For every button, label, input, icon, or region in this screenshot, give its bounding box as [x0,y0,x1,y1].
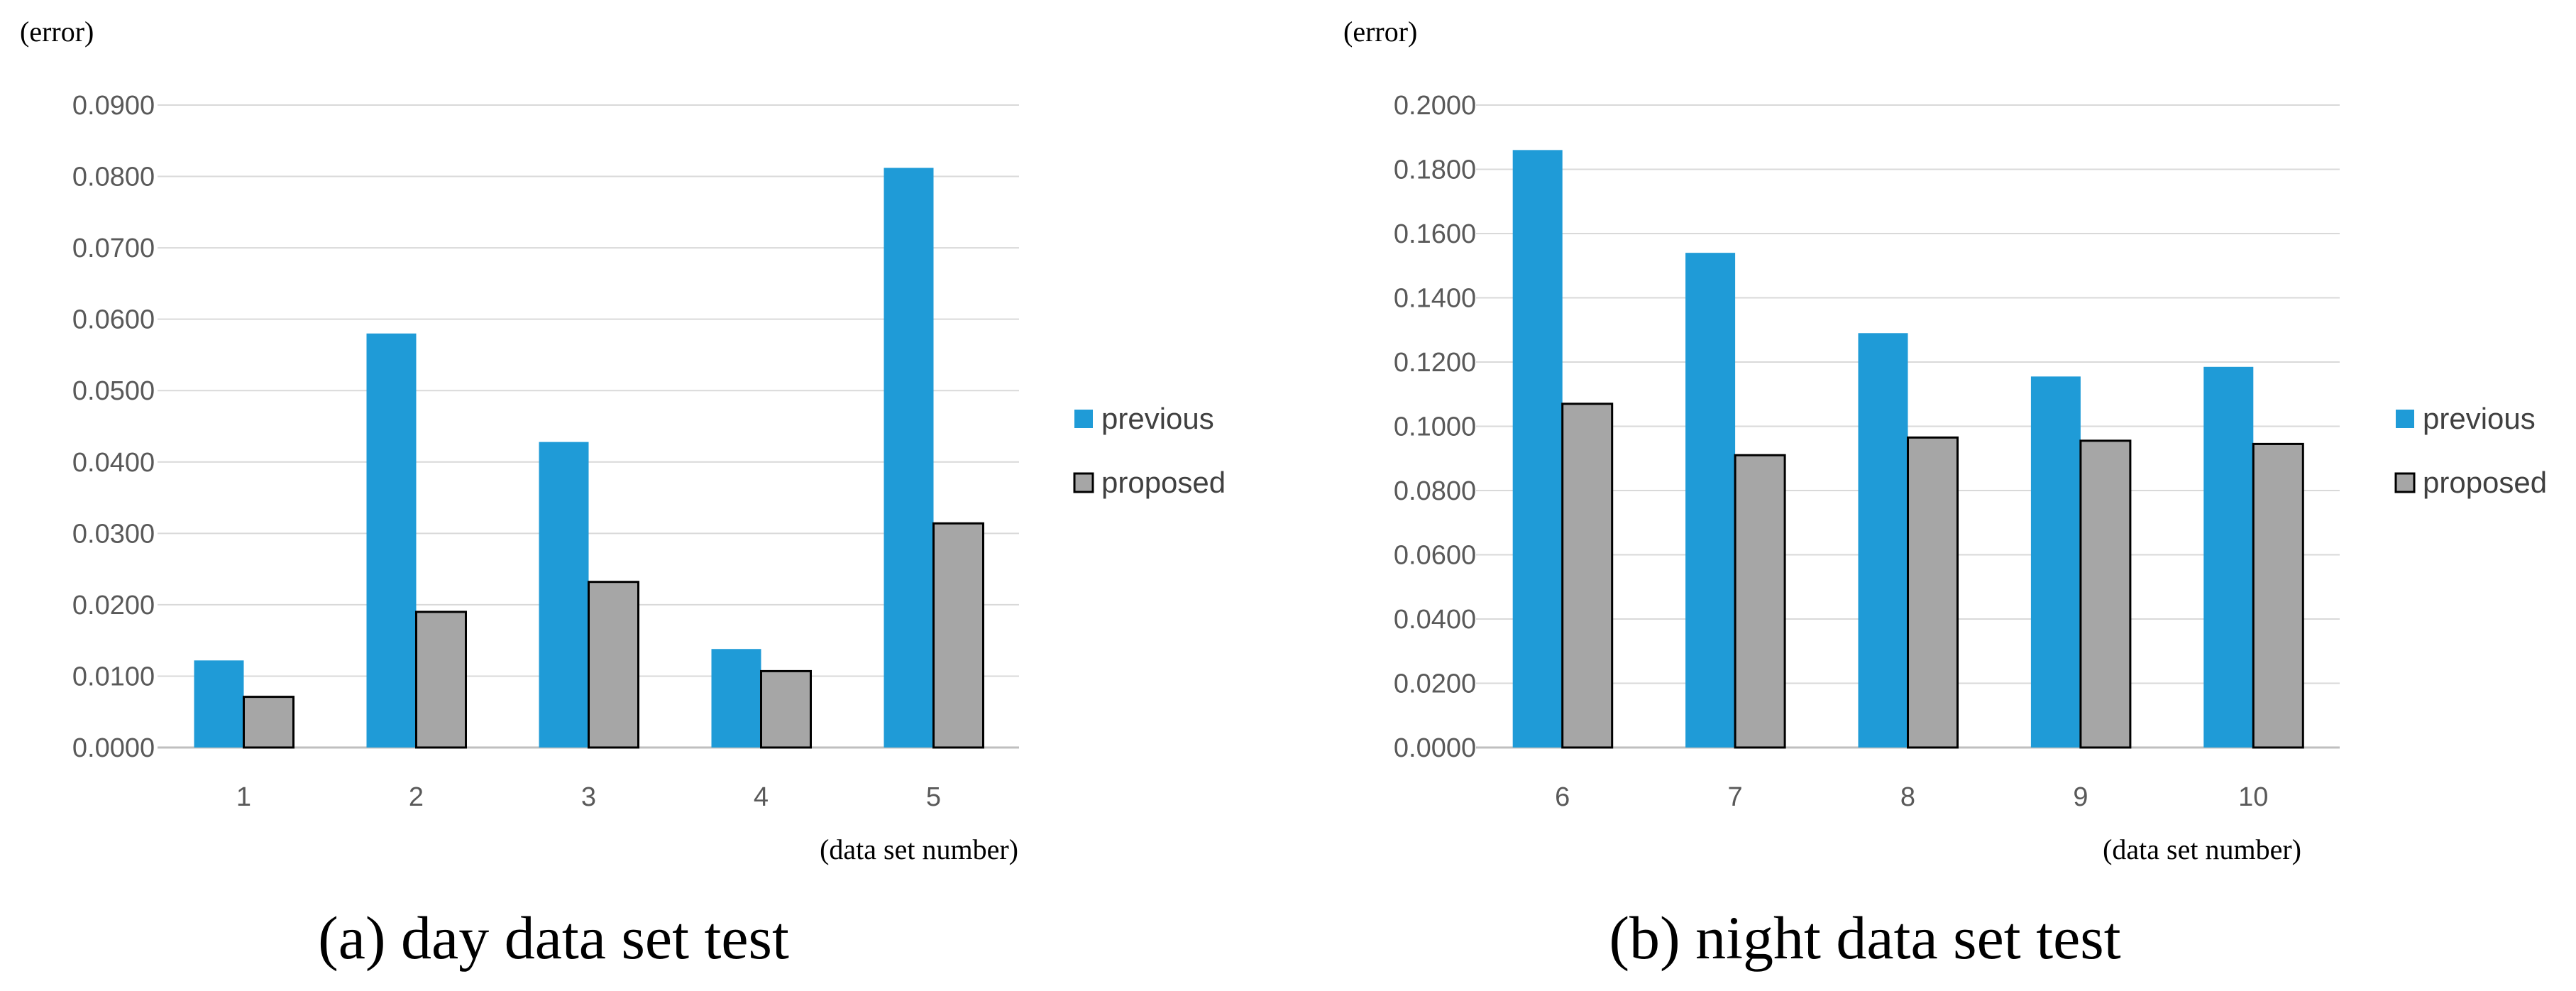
bar-proposed-7 [1734,454,1786,749]
y-tick-label: 0.0700 [72,234,155,263]
x-tick-label: 9 [2073,782,2088,812]
legend-label-previous: previous [2423,402,2536,435]
y-tick-label: 0.1800 [1394,155,1476,185]
y-tick-label: 0.0800 [1394,476,1476,506]
bar-previous-2 [366,333,417,748]
legend-swatch-proposed [1073,472,1094,493]
figure-caption: (a) day data set test [318,904,789,972]
bar-proposed-5 [932,522,984,749]
bar-proposed-3 [588,581,639,749]
x-tick-label: 4 [754,782,769,812]
figure-caption: (b) night data set test [1609,904,2120,972]
day-chart: (error) 0.00000.01000.02000.03000.04000.… [20,16,1226,972]
x-tick-label: 7 [1728,782,1743,812]
bar-proposed-10 [2252,442,2304,749]
bars [1512,150,2304,749]
x-tick-label: 5 [926,782,941,812]
x-tick-label: 3 [581,782,596,812]
y-tick-label: 0.0200 [72,591,155,620]
y-tick-labels: 0.0000 0.0100 0.0200 0.0300 0.0400 0.0500 0.06… [72,91,155,763]
x-tick-labels: 1 2 3 4 5 [236,782,941,812]
night-chart: (error) 0.00000.02000.04000.06000.08000.… [1343,16,2547,972]
y-tick-label: 0.0200 [1394,669,1476,699]
bar-previous-9 [2030,376,2081,748]
legend-swatch-previous [1074,410,1093,428]
y-tick-label: 0.0900 [72,91,155,121]
legend: previous proposed [2394,402,2547,499]
bar-proposed-8 [1907,436,1959,749]
legend-label-previous: previous [1101,402,1214,435]
x-tick-label: 2 [409,782,424,812]
bar-previous-3 [539,442,589,748]
bar-previous-4 [711,649,761,748]
y-tick-label: 0.0400 [72,448,155,478]
x-tick-label: 1 [236,782,251,812]
y-tick-label: 0.0300 [72,519,155,549]
legend: previous proposed [1073,402,1226,499]
bar-previous-5 [884,168,934,748]
legend-label-proposed: proposed [2423,466,2547,499]
y-tick-label: 0.0500 [72,376,155,406]
bar-previous-10 [2203,366,2254,748]
bar-proposed-4 [760,669,812,749]
bar-previous-6 [1512,150,1563,748]
bar-proposed-2 [415,611,467,749]
y-tick-label: 0.0400 [1394,605,1476,635]
bar-proposed-9 [2079,439,2132,749]
y-tick-label: 0.0600 [72,305,155,335]
y-tick-label: 0.0000 [72,733,155,763]
legend-swatch-proposed [2394,472,2416,493]
y-tick-label: 0.1400 [1394,284,1476,314]
y-tick-label: 0.0000 [1394,733,1476,763]
y-tick-label: 0.2000 [1394,91,1476,121]
y-axis-label: (error) [1343,16,1417,48]
x-axis-label: (data set number) [820,833,1018,865]
x-axis-label: (data set number) [2103,833,2301,865]
y-tick-label: 0.1000 [1394,412,1476,442]
y-tick-label: 0.0100 [72,662,155,691]
legend-swatch-previous [2396,410,2414,428]
bars [194,168,984,749]
bar-previous-8 [1858,333,1908,748]
y-tick-label: 0.1600 [1394,219,1476,249]
x-tick-label: 8 [1900,782,1915,812]
bar-previous-7 [1685,253,1736,748]
y-axis-label: (error) [20,16,94,48]
x-tick-label: 6 [1555,782,1570,812]
bar-proposed-1 [243,696,295,749]
bar-previous-1 [194,660,244,748]
x-tick-labels: 6 7 8 9 10 [1555,782,2268,812]
y-tick-label: 0.0600 [1394,541,1476,571]
bar-proposed-6 [1561,403,1614,749]
y-tick-label: 0.0800 [72,163,155,192]
x-tick-label: 10 [2238,782,2268,812]
y-tick-labels: 0.0000 0.0200 0.0400 0.0600 0.0800 0.1000 0.12… [1394,91,1476,763]
y-tick-label: 0.1200 [1394,348,1476,378]
legend-label-proposed: proposed [1101,466,1226,499]
